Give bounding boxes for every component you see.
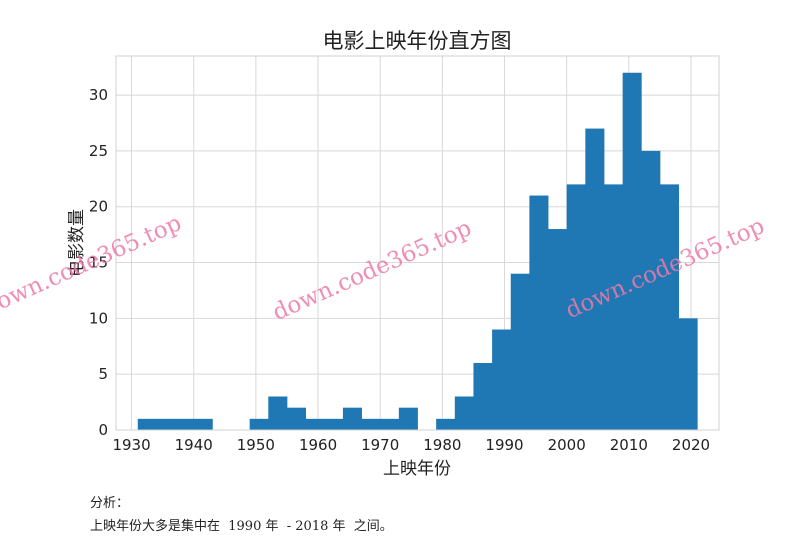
histogram-bar bbox=[380, 418, 400, 430]
histogram-bar bbox=[454, 396, 474, 430]
analysis-heading: 分析： bbox=[90, 496, 130, 511]
histogram-bar bbox=[622, 72, 642, 430]
x-tick-label: 2010 bbox=[610, 436, 648, 454]
y-axis-label: 电影数量 bbox=[67, 209, 87, 277]
histogram-bar bbox=[175, 418, 195, 430]
x-tick-label: 1960 bbox=[299, 436, 337, 454]
histogram-bar bbox=[342, 407, 362, 430]
chart-title: 电影上映年份直方图 bbox=[323, 29, 512, 53]
histogram-bar bbox=[324, 418, 344, 430]
histogram-bar bbox=[548, 229, 568, 430]
histogram-bar bbox=[641, 150, 661, 431]
y-tick-label: 5 bbox=[98, 365, 108, 383]
histogram-bar bbox=[156, 418, 176, 430]
histogram-bar bbox=[678, 318, 698, 430]
x-tick-label: 1930 bbox=[112, 436, 150, 454]
histogram-bar bbox=[249, 418, 269, 430]
y-tick-label: 25 bbox=[89, 142, 108, 160]
histogram-bar bbox=[566, 184, 586, 430]
histogram-bar bbox=[286, 407, 307, 430]
x-tick-label: 1950 bbox=[237, 436, 275, 454]
histogram-bar bbox=[510, 273, 530, 430]
y-tick-label: 15 bbox=[89, 254, 108, 272]
x-axis-label: 上映年份 bbox=[383, 459, 451, 479]
y-tick-labels: 0 5 10 15 20 25 30 bbox=[89, 86, 108, 439]
x-tick-label: 2000 bbox=[548, 436, 586, 454]
histogram-bar bbox=[529, 195, 549, 430]
y-tick-label: 0 bbox=[98, 421, 108, 439]
plot-frame bbox=[115, 55, 720, 431]
x-tick-label: 2020 bbox=[672, 436, 710, 454]
x-tick-label: 1980 bbox=[423, 436, 461, 454]
histogram-bar bbox=[436, 418, 456, 430]
histogram-bar bbox=[268, 396, 288, 430]
x-tick-label: 1970 bbox=[361, 436, 399, 454]
histogram-bar bbox=[305, 418, 325, 430]
histogram-chart: 1930 1940 1950 1960 1970 1980 1990 2000 2010 2020… bbox=[0, 29, 768, 479]
histogram-bar bbox=[659, 184, 679, 430]
histogram-bar bbox=[585, 128, 605, 430]
histogram-bar bbox=[137, 418, 157, 430]
x-tick-label: 1940 bbox=[175, 436, 213, 454]
y-tick-label: 20 bbox=[89, 198, 108, 216]
x-tick-label: 1990 bbox=[485, 436, 523, 454]
x-tick-labels: 1930 1940 1950 1960 1970 1980 1990 2000 2010 2020 bbox=[112, 436, 710, 454]
histogram-bars bbox=[137, 72, 698, 431]
analysis-text: 上映年份大多是集中在 1990 年 - 2018 年 之间。 bbox=[90, 519, 393, 534]
histogram-bar bbox=[492, 329, 512, 430]
y-tick-label: 10 bbox=[89, 309, 108, 327]
histogram-bar bbox=[193, 418, 213, 430]
histogram-bar bbox=[473, 363, 493, 430]
histogram-bar bbox=[603, 184, 624, 430]
histogram-bar bbox=[398, 407, 418, 430]
histogram-bar bbox=[361, 418, 381, 430]
y-tick-label: 30 bbox=[89, 86, 108, 104]
